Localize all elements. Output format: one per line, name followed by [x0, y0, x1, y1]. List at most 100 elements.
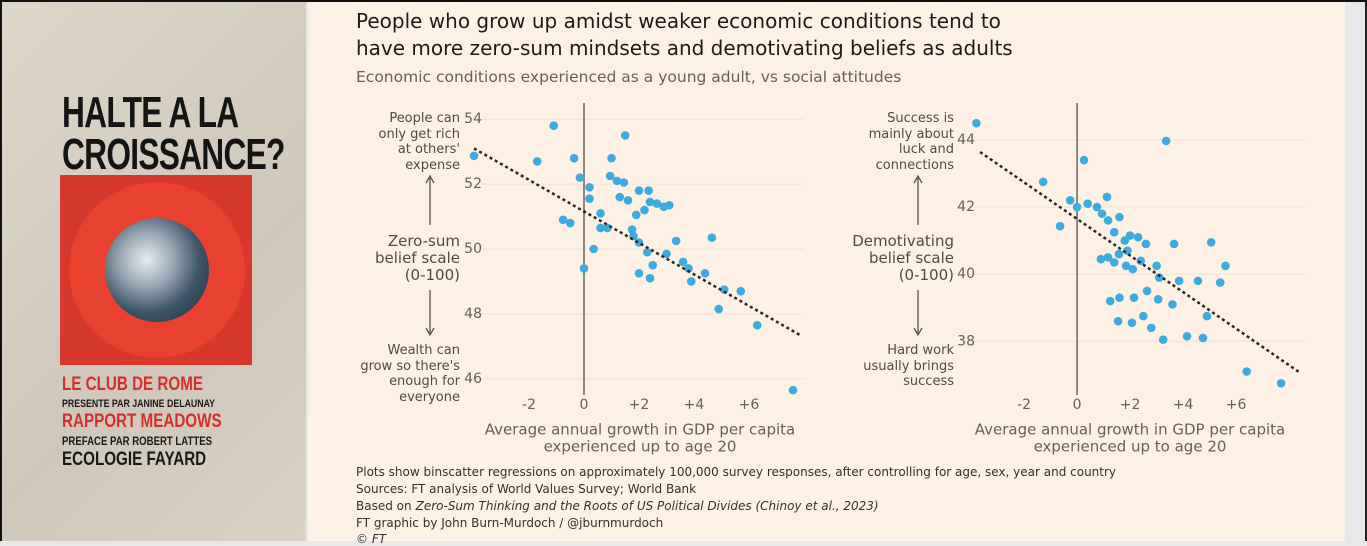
based-on: Based on [356, 499, 412, 513]
cover-title: HALTE A LA [62, 88, 239, 137]
footnote: Sources: FT analysis of World Values Sur… [356, 482, 697, 496]
y-annotation: luck and [898, 142, 954, 157]
footnote: © FT [356, 532, 387, 546]
y-annotation: at others' [397, 142, 460, 157]
scatter-point [579, 264, 589, 273]
trend-line [473, 147, 801, 337]
scatter-point [1121, 261, 1131, 271]
x-tick-label: 0 [1073, 397, 1082, 413]
scatter-point [627, 225, 637, 234]
scatter-point [1136, 256, 1145, 266]
y-annotation: grow so there's [360, 358, 460, 374]
footnote: Plots show binscatter regressions on app… [356, 465, 1117, 479]
chart-title: People who grow up amidst weaker economi… [356, 9, 1001, 33]
y-tick-label: 40 [957, 266, 975, 282]
scatter-point [634, 186, 644, 195]
arrow-head [425, 327, 435, 337]
x-tick-label: -2 [522, 397, 536, 413]
scatter-point [642, 247, 652, 257]
scatter-point [634, 269, 644, 278]
scatter-point [736, 286, 746, 296]
y-annotation: usually brings [863, 358, 954, 374]
chart-subtitle: Economic conditions experienced as a you… [356, 68, 902, 86]
y-annotation: only get rich [378, 126, 460, 142]
scatter-point [648, 260, 658, 270]
y-annotation: connections [875, 157, 954, 173]
scatter-point [640, 205, 649, 215]
scatter-point [1109, 258, 1119, 267]
y-annotation: Wealth can [387, 343, 461, 358]
x-tick-label: +2 [1120, 397, 1141, 413]
scatter-point [615, 192, 625, 202]
scatter-point [1141, 239, 1151, 249]
scatter-point [589, 244, 598, 254]
x-tick-label: +6 [739, 397, 760, 413]
x-tick-label: +6 [1226, 397, 1247, 413]
scatter-point [707, 233, 717, 242]
scatter-point [631, 210, 641, 220]
scatter-point [645, 197, 655, 207]
y-annotation: expense [405, 157, 460, 173]
scatter-point [1113, 316, 1123, 326]
scatter-point [1142, 286, 1152, 296]
y-annotation: (0-100) [404, 266, 460, 284]
chart-panel [308, 0, 1345, 541]
scatter-point [1109, 227, 1119, 237]
scatter-point [1221, 261, 1230, 271]
scatter-point [575, 173, 585, 182]
x-axis-label: experienced up to age 20 [544, 438, 737, 456]
scatter-point [1096, 254, 1106, 264]
scatter-point [714, 304, 724, 314]
scatter-point [1276, 378, 1286, 388]
x-axis-label: Average annual growth in GDP per capita [975, 421, 1285, 439]
scatter-point [1169, 239, 1179, 249]
scatter-point [1193, 276, 1203, 286]
y-tick-label: 42 [957, 199, 975, 215]
scatter-point [1242, 367, 1251, 376]
scatter-point [1174, 276, 1184, 286]
scatter-point [1139, 311, 1148, 321]
y-annotation: belief scale [868, 249, 954, 267]
scatter-point [1103, 253, 1113, 262]
scatter-point [1198, 333, 1208, 343]
scatter-point [558, 215, 568, 225]
scatter-point [1092, 202, 1102, 212]
scatter-point [549, 121, 559, 131]
scatter-point [1154, 273, 1164, 282]
scatter-point [605, 171, 615, 181]
scatter-point [788, 385, 798, 395]
x-tick-label: +2 [629, 397, 650, 413]
x-tick-label: -2 [1017, 397, 1031, 413]
cover-text: ECOLOGIE FAYARD [62, 449, 207, 470]
cover-text: PRESENTE PAR JANINE DELAUNAY [62, 398, 216, 410]
scatter-point [1038, 177, 1048, 187]
scatter-point [664, 200, 674, 210]
y-annotation: success [903, 374, 954, 389]
y-tick-label: 46 [464, 371, 482, 387]
arrow-head [425, 174, 435, 184]
scatter-point [1079, 155, 1089, 165]
scatter-point [1083, 199, 1092, 208]
scatter-point [1097, 209, 1107, 219]
scatter-point [1168, 300, 1177, 309]
scatter-point [1146, 323, 1156, 333]
scatter-point [700, 269, 710, 278]
scatter-point [1206, 237, 1216, 247]
y-tick-label: 52 [464, 176, 482, 192]
scatter-point [1152, 261, 1161, 271]
scatter-point [607, 153, 616, 163]
scatter-point [469, 151, 479, 161]
footnote: Based on Zero-Sum Thinking and the Roots … [356, 499, 879, 513]
y-annotation: Demotivating [852, 232, 954, 250]
scatter-point [671, 236, 681, 246]
footnote: FT graphic by John Burn-Murdoch / @jburn… [356, 516, 664, 530]
book-cover: HALTE A LA CROISSANCE? LE CLUB DE ROME PRES… [0, 0, 306, 541]
scatter-point [652, 199, 662, 208]
scatter-point [1158, 335, 1168, 344]
y-annotation: People can [389, 111, 460, 126]
scatter-point [1115, 293, 1124, 302]
x-tick-label: 0 [580, 397, 589, 413]
y-annotation: enough for [389, 374, 460, 389]
